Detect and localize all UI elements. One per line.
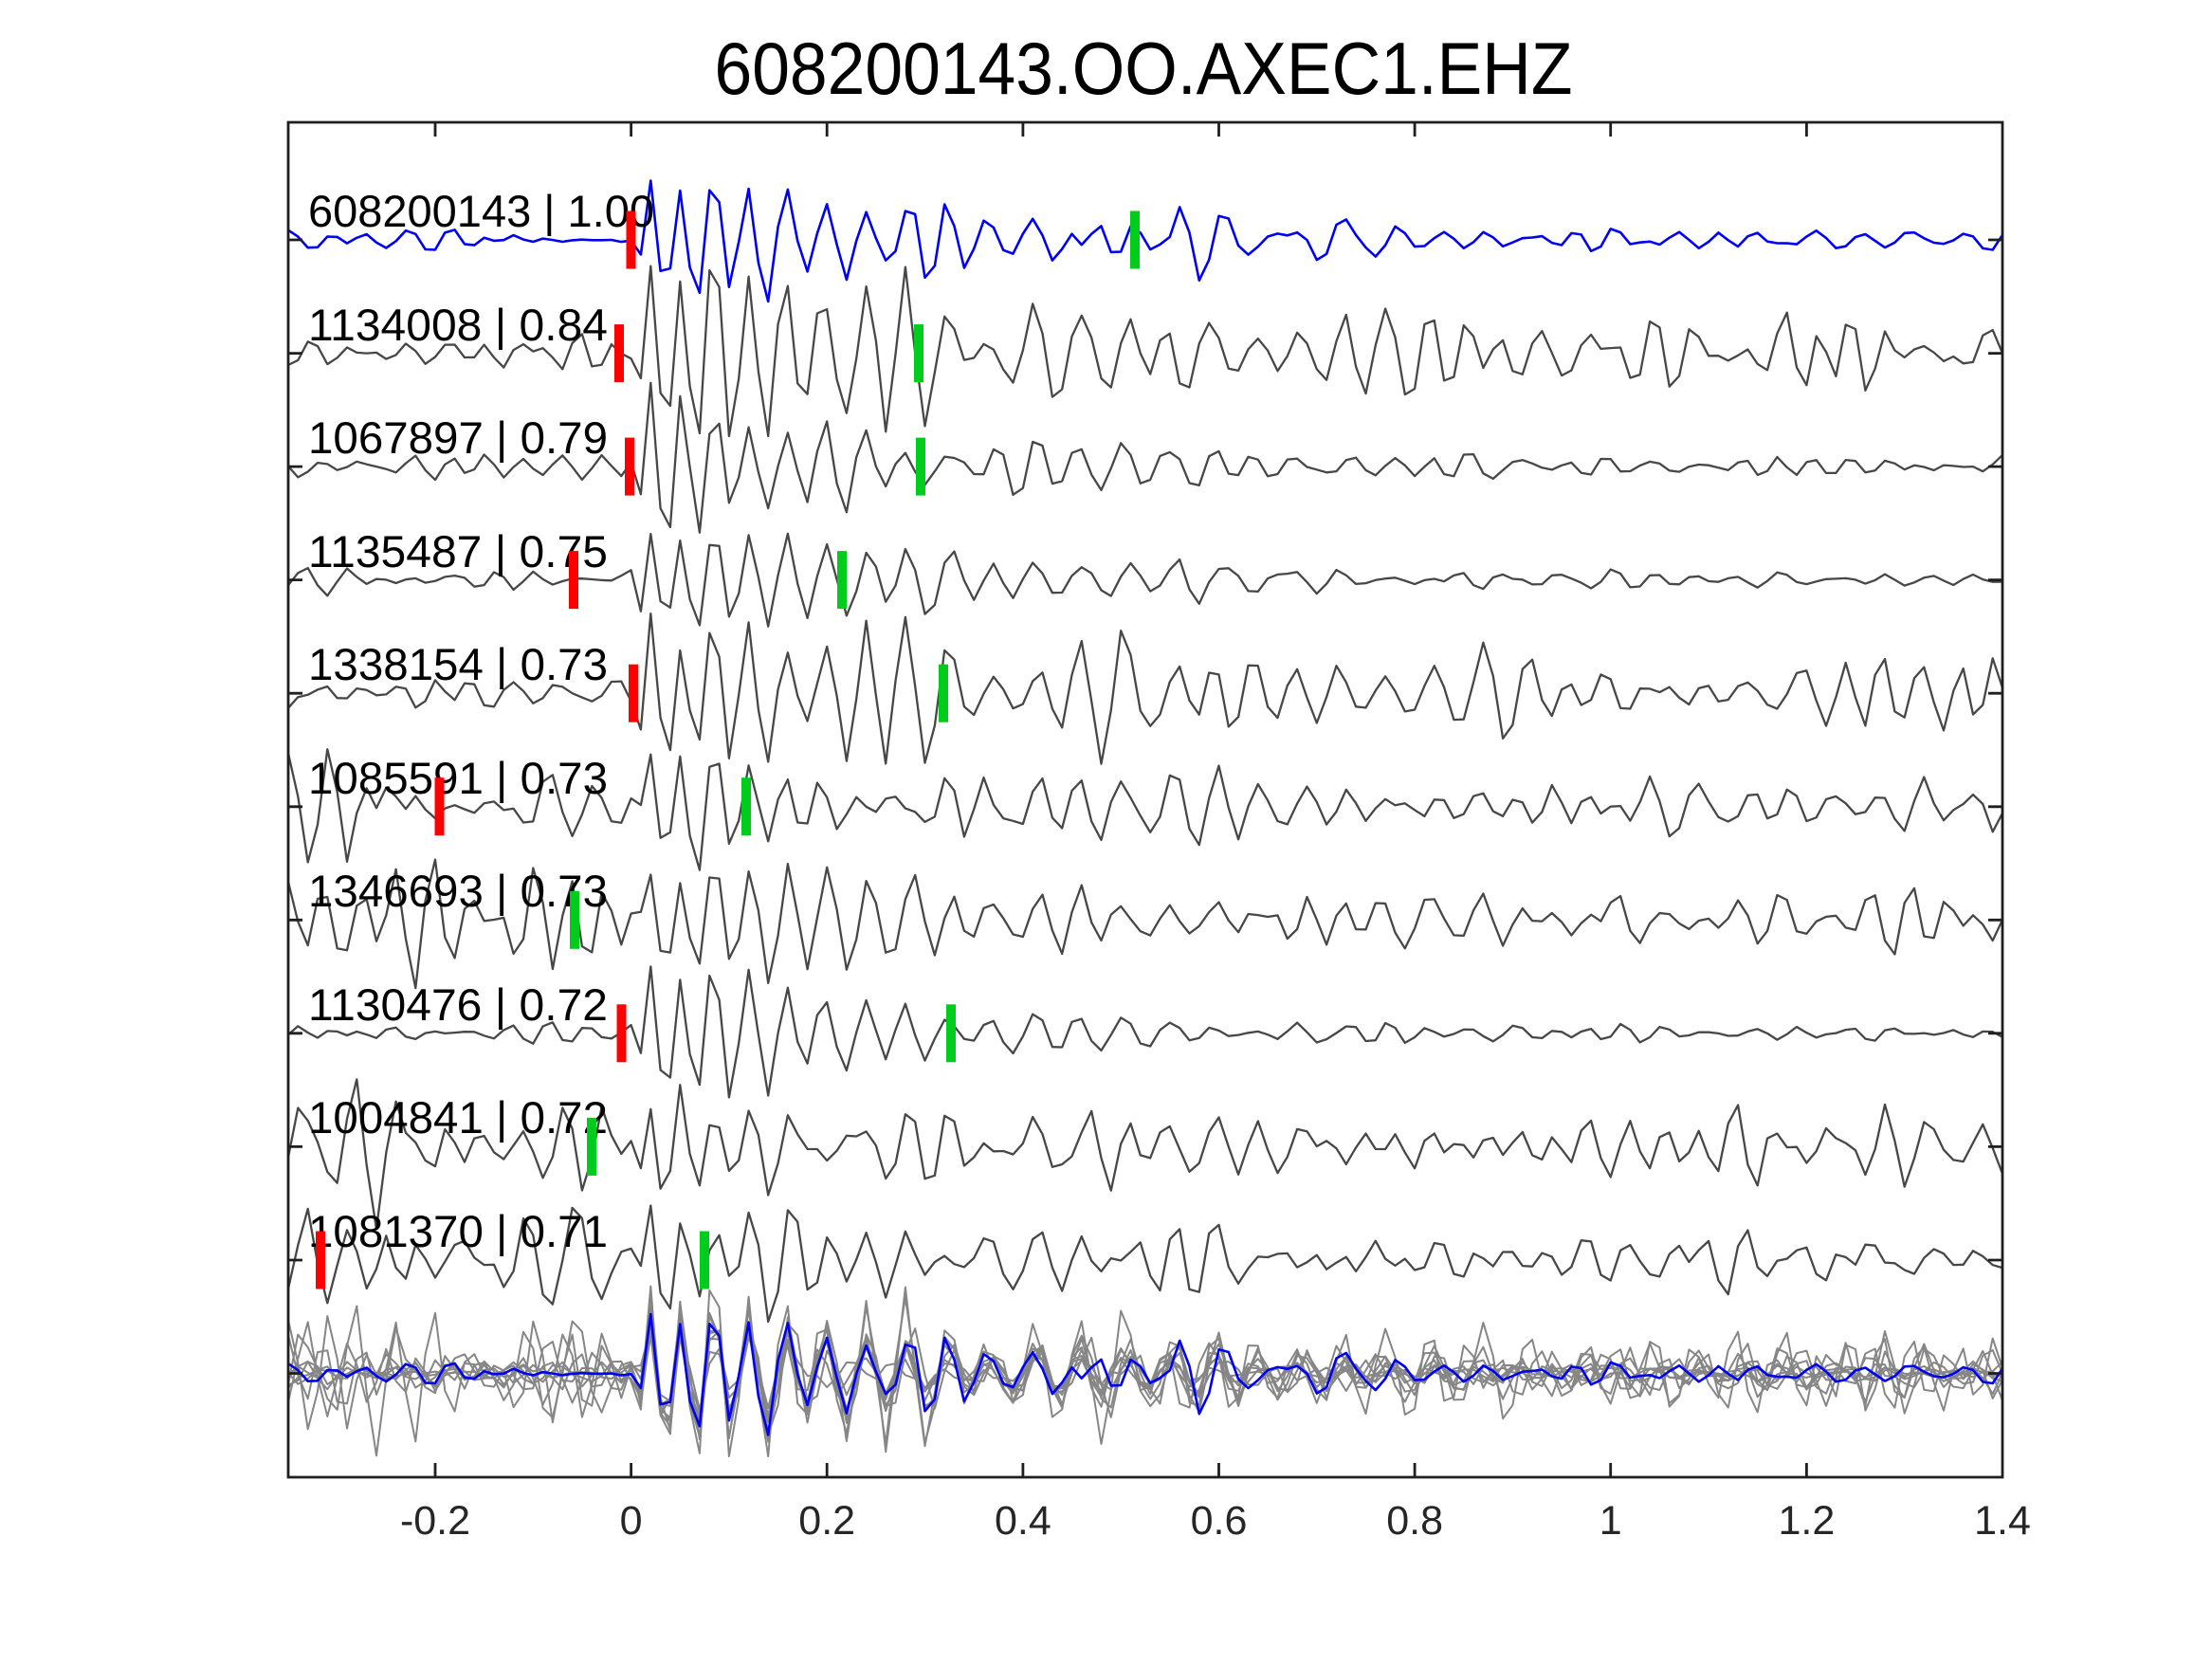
svg-text:1.4: 1.4 [1974,1498,2031,1544]
svg-text:1338154 | 0.73: 1338154 | 0.73 [308,639,608,689]
svg-text:1081370 | 0.71: 1081370 | 0.71 [308,1206,608,1256]
svg-text:1004841 | 0.72: 1004841 | 0.72 [308,1092,608,1143]
svg-text:1085591 | 0.73: 1085591 | 0.73 [308,753,608,803]
svg-text:1134008 | 0.84: 1134008 | 0.84 [308,300,608,350]
svg-text:-0.2: -0.2 [400,1498,470,1544]
svg-text:0: 0 [620,1498,643,1544]
svg-text:1346693 | 0.73: 1346693 | 0.73 [308,866,608,916]
svg-text:608200143.OO.AXEC1.EHZ: 608200143.OO.AXEC1.EHZ [715,27,1573,110]
svg-text:1135487 | 0.75: 1135487 | 0.75 [308,526,608,576]
svg-text:608200143 | 1.00: 608200143 | 1.00 [308,186,654,236]
svg-text:0.8: 0.8 [1386,1498,1443,1544]
svg-text:1: 1 [1600,1498,1622,1544]
svg-text:0.2: 0.2 [798,1498,855,1544]
svg-text:1067897 | 0.79: 1067897 | 0.79 [308,412,608,463]
svg-text:0.4: 0.4 [995,1498,1051,1544]
svg-text:0.6: 0.6 [1191,1498,1248,1544]
svg-text:1130476 | 0.72: 1130476 | 0.72 [308,979,608,1030]
svg-text:1.2: 1.2 [1779,1498,1836,1544]
